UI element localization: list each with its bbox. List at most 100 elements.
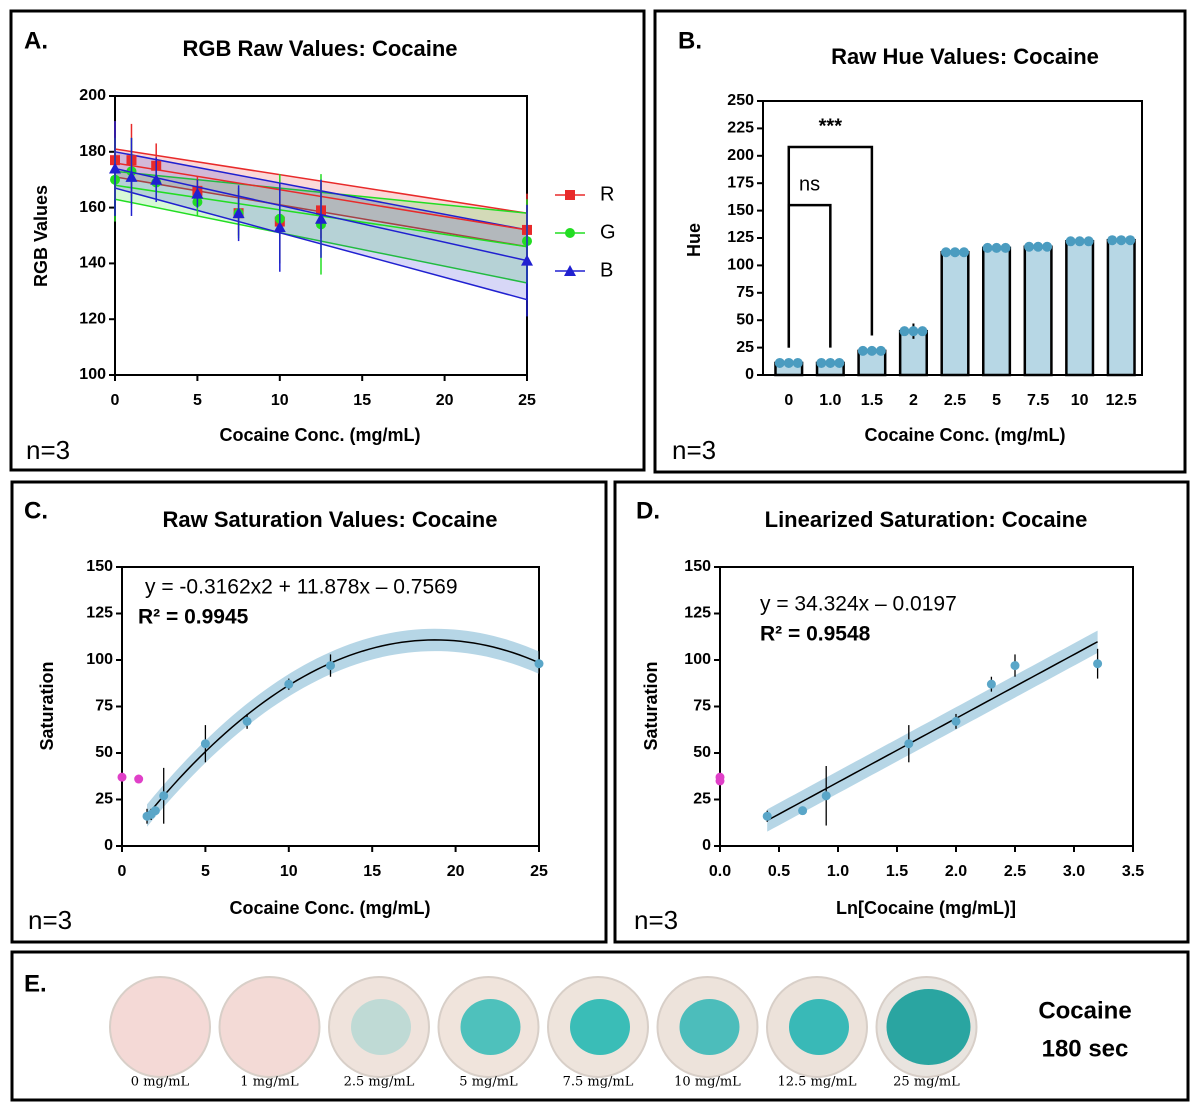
y-axis-label: RGB Values <box>31 185 51 287</box>
bar-dot <box>1024 241 1035 252</box>
y-axis-label: Saturation <box>37 661 57 750</box>
disc-label: 5 mg/mL <box>459 1075 518 1090</box>
panel-frame <box>9 9 646 472</box>
bar-dot <box>1074 236 1085 247</box>
marker <box>565 228 575 238</box>
disc-label: 25 mg/mL <box>893 1075 960 1090</box>
x-tick-label: 3.5 <box>1122 863 1144 880</box>
x-tick-label: 10 <box>280 863 298 880</box>
y-tick-label: 100 <box>79 366 106 383</box>
disc-stain <box>351 999 411 1055</box>
marker <box>821 791 831 801</box>
disc-label: 0 mg/mL <box>131 1075 190 1090</box>
significance-label: *** <box>819 115 843 137</box>
sample-size: n=3 <box>28 905 72 935</box>
disc-stain <box>679 999 740 1055</box>
panel-label: C. <box>24 497 48 524</box>
bar-dot <box>917 326 928 337</box>
bar <box>982 246 1012 377</box>
x-tick-label: 0 <box>118 863 127 880</box>
y-tick-label: 100 <box>86 651 113 668</box>
marker <box>521 254 533 266</box>
bar-dot <box>1083 236 1094 247</box>
chart-title: Linearized Saturation: Cocaine <box>765 507 1088 532</box>
disc-stain <box>789 999 849 1055</box>
disc-label: 7.5 mg/mL <box>563 1075 634 1090</box>
disc-stain <box>886 989 971 1065</box>
x-tick-label: 3.0 <box>1063 863 1085 880</box>
disc-stain <box>460 999 521 1055</box>
y-axis-label: Hue <box>684 223 704 257</box>
disc-label: 12.5 mg/mL <box>777 1075 856 1090</box>
panel-frame <box>653 9 1187 474</box>
x-tick-label: 1.0 <box>827 863 849 880</box>
bar <box>898 329 928 377</box>
significance-bracket <box>787 203 832 348</box>
marker <box>159 791 169 801</box>
fit-curve <box>146 639 540 817</box>
x-tick-label: 0 <box>111 392 120 409</box>
bar-dot <box>792 357 803 368</box>
x-tick-label: 1.0 <box>819 392 841 409</box>
y-tick-label: 175 <box>727 174 754 191</box>
panel-label: A. <box>24 27 48 54</box>
panel-label: E. <box>24 970 47 997</box>
r-squared: R² = 0.9548 <box>760 623 871 646</box>
bar-dot <box>816 357 827 368</box>
y-tick-label: 75 <box>693 698 711 715</box>
bar-dot <box>875 345 886 356</box>
disc-label: 10 mg/mL <box>674 1075 741 1090</box>
x-tick-label: 2.5 <box>944 392 966 409</box>
x-tick-label: 20 <box>436 392 454 409</box>
y-tick-label: 25 <box>693 791 711 808</box>
fit-curve <box>766 641 1098 822</box>
marker <box>1010 661 1020 671</box>
y-axis-label: Saturation <box>641 661 661 750</box>
marker <box>232 207 245 219</box>
y-tick-label: 150 <box>684 558 711 575</box>
bar-dot <box>982 242 993 253</box>
bar <box>940 250 970 377</box>
x-tick-label: 5 <box>193 392 202 409</box>
bar-dot <box>1042 241 1053 252</box>
x-tick-label: 2.0 <box>945 863 967 880</box>
sample-size: n=3 <box>634 905 678 935</box>
y-tick-label: 25 <box>95 791 113 808</box>
marker <box>109 162 121 174</box>
y-tick-label: 125 <box>86 605 113 622</box>
marker <box>284 679 294 689</box>
chart-title: Raw Saturation Values: Cocaine <box>163 507 498 532</box>
bar-dot <box>825 357 836 368</box>
bar-dot <box>941 247 951 258</box>
bar-dot <box>1033 241 1044 252</box>
bar-dot <box>1065 236 1076 247</box>
marker <box>273 221 286 233</box>
outlier <box>117 772 127 782</box>
marker <box>315 212 327 224</box>
y-tick-label: 0 <box>745 366 754 383</box>
disc <box>218 976 321 1078</box>
x-tick-label: 1.5 <box>886 863 908 880</box>
panel-frame <box>10 480 608 944</box>
marker <box>326 661 335 671</box>
y-tick-label: 50 <box>736 311 754 328</box>
x-tick-label: 0 <box>784 392 793 409</box>
x-axis-label: Cocaine Conc. (mg/mL) <box>229 898 430 918</box>
marker <box>150 173 163 185</box>
marker <box>564 265 576 276</box>
bar-dot <box>857 345 868 356</box>
x-tick-label: 15 <box>363 863 381 880</box>
legend-label: R <box>600 183 614 205</box>
panel-label: B. <box>678 27 702 54</box>
marker <box>534 659 544 669</box>
bar-dot <box>834 357 845 368</box>
y-tick-label: 50 <box>95 744 113 761</box>
x-tick-label: 20 <box>447 863 465 880</box>
bar-dot <box>959 247 969 258</box>
sample-size: n=3 <box>672 435 716 465</box>
x-tick-label: 10 <box>1071 392 1089 409</box>
y-tick-label: 0 <box>104 837 113 854</box>
significance-bracket <box>787 145 874 348</box>
y-tick-label: 75 <box>95 698 113 715</box>
y-tick-label: 25 <box>736 339 754 356</box>
